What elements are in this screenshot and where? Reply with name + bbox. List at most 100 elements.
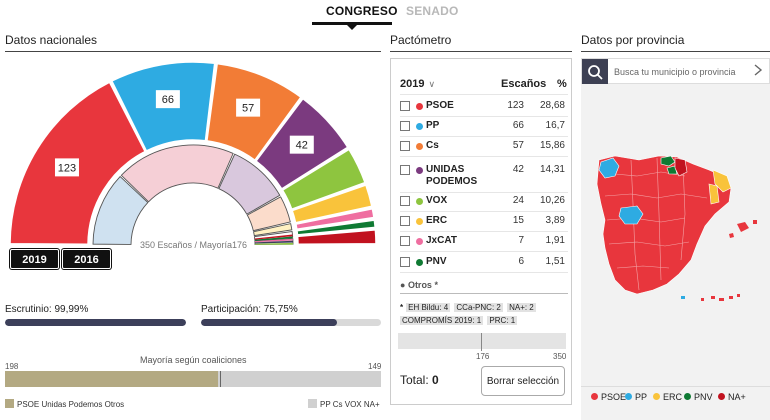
inner-seg-4[interactable] (253, 223, 293, 237)
party-color-dot (416, 167, 423, 174)
party-seats: 6 (518, 256, 524, 267)
otros-chip: PRC: 1 (487, 316, 518, 325)
pact-row-pp[interactable]: PP 66 16,7 (400, 118, 568, 134)
party-name: JxCAT (426, 235, 457, 246)
otros-chip: EH Bildu: 4 (406, 303, 451, 312)
party-color-dot (416, 198, 423, 205)
pact-total-value: 0 (432, 373, 439, 387)
section-divider-nacional (5, 51, 381, 52)
pact-row-cs[interactable]: Cs 57 15,86 (400, 138, 568, 154)
otros-chip: CCa-PNC: 2 (454, 303, 503, 312)
outer-seat-label: 66 (162, 94, 174, 106)
pact-row-divider (400, 192, 568, 193)
map-province-pp-north[interactable] (598, 157, 620, 179)
map-province-pnv-1[interactable] (660, 155, 676, 167)
legend-swatch-left (5, 399, 14, 408)
participacion-bar-fill (201, 319, 338, 326)
map-canary-pp[interactable] (681, 296, 685, 299)
outer-seat-label: 123 (58, 162, 76, 174)
party-checkbox[interactable] (400, 236, 410, 246)
map-balearic-3[interactable] (753, 220, 757, 224)
party-checkbox[interactable] (400, 141, 410, 151)
outer-seg-6[interactable] (295, 207, 375, 231)
party-checkbox[interactable] (400, 165, 410, 175)
party-checkbox[interactable] (400, 101, 410, 111)
party-seats: 42 (512, 164, 524, 175)
map-canary-4[interactable] (737, 294, 740, 297)
inner-seg-1[interactable] (120, 144, 234, 203)
party-pct: 1,51 (545, 256, 565, 267)
otros-divider (400, 293, 568, 294)
search-icon (588, 65, 603, 80)
inner-stripe-4 (254, 242, 293, 245)
map-legend-label: NA+ (728, 392, 746, 402)
map-canary-1[interactable] (711, 296, 715, 299)
province-map[interactable] (581, 84, 770, 386)
tab-congreso[interactable]: CONGRESO (326, 4, 398, 18)
legend-swatch-right (308, 399, 317, 408)
pact-row-jxcat[interactable]: JxCAT 7 1,91 (400, 233, 568, 249)
spain-map-svg[interactable] (581, 84, 770, 386)
pact-row-unidas-podemos[interactable]: UNIDAS PODEMOS 42 14,31 (400, 162, 568, 190)
chevron-right-icon[interactable] (751, 63, 765, 77)
map-balearic-1[interactable] (737, 222, 749, 232)
map-province-pnv-2[interactable] (666, 165, 678, 175)
party-checkbox[interactable] (400, 216, 410, 226)
hemicycle-caption: 350 Escaños / Mayoría176 (140, 240, 248, 250)
inner-ring-2016 (92, 144, 294, 245)
map-province-pp-center[interactable] (618, 205, 644, 225)
party-pct: 14,31 (539, 164, 565, 175)
outer-seg-5[interactable] (291, 184, 373, 224)
party-name: PP (426, 120, 440, 131)
search-input[interactable] (614, 64, 744, 80)
party-pct: 3,89 (545, 215, 565, 226)
section-divider-provincia (581, 51, 770, 52)
map-legend-label: PNV (694, 392, 713, 402)
party-checkbox[interactable] (400, 121, 410, 131)
party-name: UNIDAS PODEMOS (426, 164, 478, 187)
inner-stripe-1 (254, 236, 293, 241)
outer-seg-7[interactable] (296, 219, 376, 236)
year-badge-2019[interactable]: 2019 (10, 249, 59, 269)
party-color-dot (416, 143, 423, 150)
pact-year-value: 2019 (400, 78, 425, 90)
party-checkbox[interactable] (400, 257, 410, 267)
map-balearic-2[interactable] (729, 233, 734, 238)
pact-row-erc[interactable]: ERC 15 3,89 (400, 213, 568, 229)
pact-row-divider (400, 251, 568, 252)
pact-row-pnv[interactable]: PNV 6 1,51 (400, 254, 568, 270)
map-province-naplus[interactable] (674, 157, 688, 177)
outer-seg-4[interactable] (281, 148, 366, 211)
party-color-dot (416, 259, 423, 266)
pact-col-pct: % (557, 78, 567, 90)
year-badge-2016[interactable]: 2016 (62, 249, 111, 269)
map-canary-3[interactable] (729, 296, 733, 299)
map-province-erc-1[interactable] (712, 169, 732, 193)
coalition-legend-left: PSOE Unidas Podemos Otros (5, 399, 124, 409)
party-pct: 15,86 (539, 140, 565, 151)
inner-seg-3[interactable] (246, 196, 291, 232)
map-province-erc-2[interactable] (708, 183, 720, 205)
coalition-bar-left-fill (5, 371, 218, 387)
pact-row-vox[interactable]: VOX 24 10,26 (400, 193, 568, 209)
party-color-dot (416, 218, 423, 225)
tab-senado[interactable]: SENADO (406, 4, 459, 18)
pact-row-psoe[interactable]: PSOE 123 28,68 (400, 98, 568, 114)
pact-total: Total: 0 (400, 373, 439, 387)
map-canary-2[interactable] (719, 298, 724, 301)
party-name: ERC (426, 215, 448, 226)
coalition-left-value: 198 (5, 362, 19, 371)
clear-selection-button[interactable]: Borrar selección (481, 366, 565, 396)
inner-seg-2[interactable] (218, 153, 281, 215)
pact-year-select[interactable]: 2019 ∨ (400, 78, 435, 90)
map-canary-5[interactable] (701, 298, 704, 301)
outer-seat-label: 57 (242, 103, 254, 115)
search-button[interactable] (582, 59, 608, 85)
outer-seg-8[interactable] (296, 229, 377, 246)
map-mainland-psoe[interactable] (596, 155, 732, 295)
party-name: PSOE (426, 100, 454, 111)
party-checkbox[interactable] (400, 196, 410, 206)
outer-seat-label-box (54, 158, 79, 177)
otros-toggle[interactable]: ● Otros * (400, 280, 438, 290)
inner-seg-0[interactable] (92, 175, 149, 245)
